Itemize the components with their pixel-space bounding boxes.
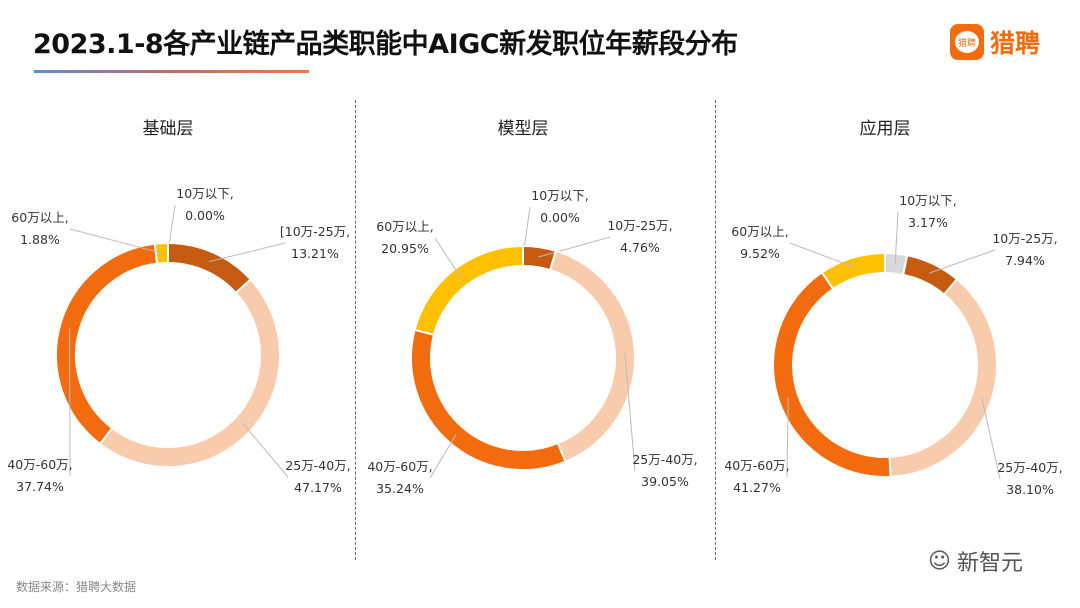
slice-category: 60万以上,	[376, 219, 434, 234]
slice-percent: 9.52%	[740, 246, 780, 261]
slice-category: 60万以上,	[11, 210, 69, 225]
leader-line	[786, 397, 789, 478]
leader-line	[624, 353, 636, 472]
logo-text: 猎聘	[990, 29, 1041, 58]
data-label: 10万-25万, 4.76%	[607, 215, 672, 259]
divider	[715, 100, 716, 560]
slice-percent: 20.95%	[381, 241, 429, 256]
donut-slice	[410, 328, 567, 471]
slice-category: 10万-25万,	[992, 231, 1058, 246]
data-label: 25万-40万, 38.10%	[997, 457, 1062, 501]
divider	[355, 100, 356, 560]
slice-category: 25万-40万,	[632, 452, 698, 467]
slice-category: 10万以下,	[176, 186, 234, 201]
leader-line	[434, 237, 462, 278]
leader-line	[981, 397, 1001, 480]
slice-percent: 0.00%	[540, 210, 580, 225]
data-label: 60万以上, 20.95%	[376, 216, 433, 260]
slice-category: 10万以下,	[531, 188, 589, 203]
donut-slice	[772, 271, 892, 478]
slice-percent: 1.88%	[20, 232, 60, 247]
data-label: 40万-60万, 35.24%	[367, 456, 432, 500]
donut-slice	[548, 249, 636, 463]
wechat-icon: ☺	[928, 548, 951, 574]
logo-icon-text: 猎聘	[955, 31, 979, 53]
slice-percent: 41.27%	[733, 480, 781, 495]
data-label: 10万以下, 0.00%	[531, 185, 588, 229]
slice-percent: 3.17%	[908, 215, 948, 230]
watermark-text: 新智元	[956, 551, 1023, 576]
page-title: 2023.1-8各产业链产品类职能中AIGC新发职位年薪段分布	[33, 29, 738, 60]
slice-percent: 39.05%	[641, 474, 689, 489]
donut-slice	[98, 278, 281, 468]
leader-line	[429, 434, 457, 479]
leader-line	[538, 236, 611, 258]
data-label: 10万以下, 0.00%	[176, 183, 233, 227]
slice-percent: 0.00%	[185, 208, 225, 223]
data-label: 25万-40万, 39.05%	[632, 449, 697, 493]
leader-line	[209, 242, 286, 263]
data-label: 10万-25万, 7.94%	[992, 228, 1057, 272]
chart-title-model: 模型层	[497, 119, 549, 139]
donut-slice	[55, 242, 159, 446]
slice-percent: 35.24%	[376, 481, 424, 496]
slice-category: 25万-40万,	[997, 460, 1063, 475]
slice-percent: 38.10%	[1006, 482, 1054, 497]
watermark: ☺ 新智元	[928, 545, 1023, 577]
slice-percent: 13.21%	[291, 246, 339, 261]
slice-category: 25万-40万,	[285, 458, 351, 473]
data-label: 60万以上, 1.88%	[11, 207, 68, 251]
source-note: 数据来源：猎聘大数据	[16, 580, 137, 594]
slice-category: 40万-60万,	[724, 458, 790, 473]
slice-category: 10万以下,	[899, 193, 957, 208]
chart-title-foundation: 基础层	[142, 119, 194, 139]
data-label: 40万-60万, 41.27%	[724, 455, 789, 499]
data-label: 60万以上, 9.52%	[731, 221, 788, 265]
slice-percent: 4.76%	[620, 240, 660, 255]
donut-slice	[413, 244, 524, 337]
slice-category: [10万-25万,	[279, 224, 351, 239]
leader-line	[789, 242, 856, 268]
chart-title-application: 应用层	[859, 119, 911, 139]
slice-percent: 7.94%	[1005, 253, 1045, 268]
slice-category: 10万-25万,	[607, 218, 673, 233]
data-label: [10万-25万, 13.21%	[280, 221, 350, 265]
leader-line	[894, 211, 899, 264]
leader-line	[929, 249, 996, 274]
leader-line	[242, 423, 289, 478]
liepin-logo: 猎聘 猎聘	[950, 24, 1040, 60]
slice-percent: 37.74%	[16, 479, 64, 494]
slice-category: 60万以上,	[731, 224, 789, 239]
data-label: 10万以下, 3.17%	[899, 190, 956, 234]
slice-percent: 47.17%	[294, 480, 342, 495]
slice-category: 40万-60万,	[367, 459, 433, 474]
data-label: 40万-60万, 37.74%	[7, 454, 72, 498]
donut-slice	[167, 241, 253, 295]
slice-category: 40万-60万,	[7, 457, 73, 472]
donut-slice	[888, 277, 998, 478]
title-underline	[34, 70, 309, 73]
data-label: 25万-40万, 47.17%	[285, 455, 350, 499]
chat-bubble-icon: 猎聘	[950, 24, 984, 60]
leader-line	[69, 228, 163, 254]
